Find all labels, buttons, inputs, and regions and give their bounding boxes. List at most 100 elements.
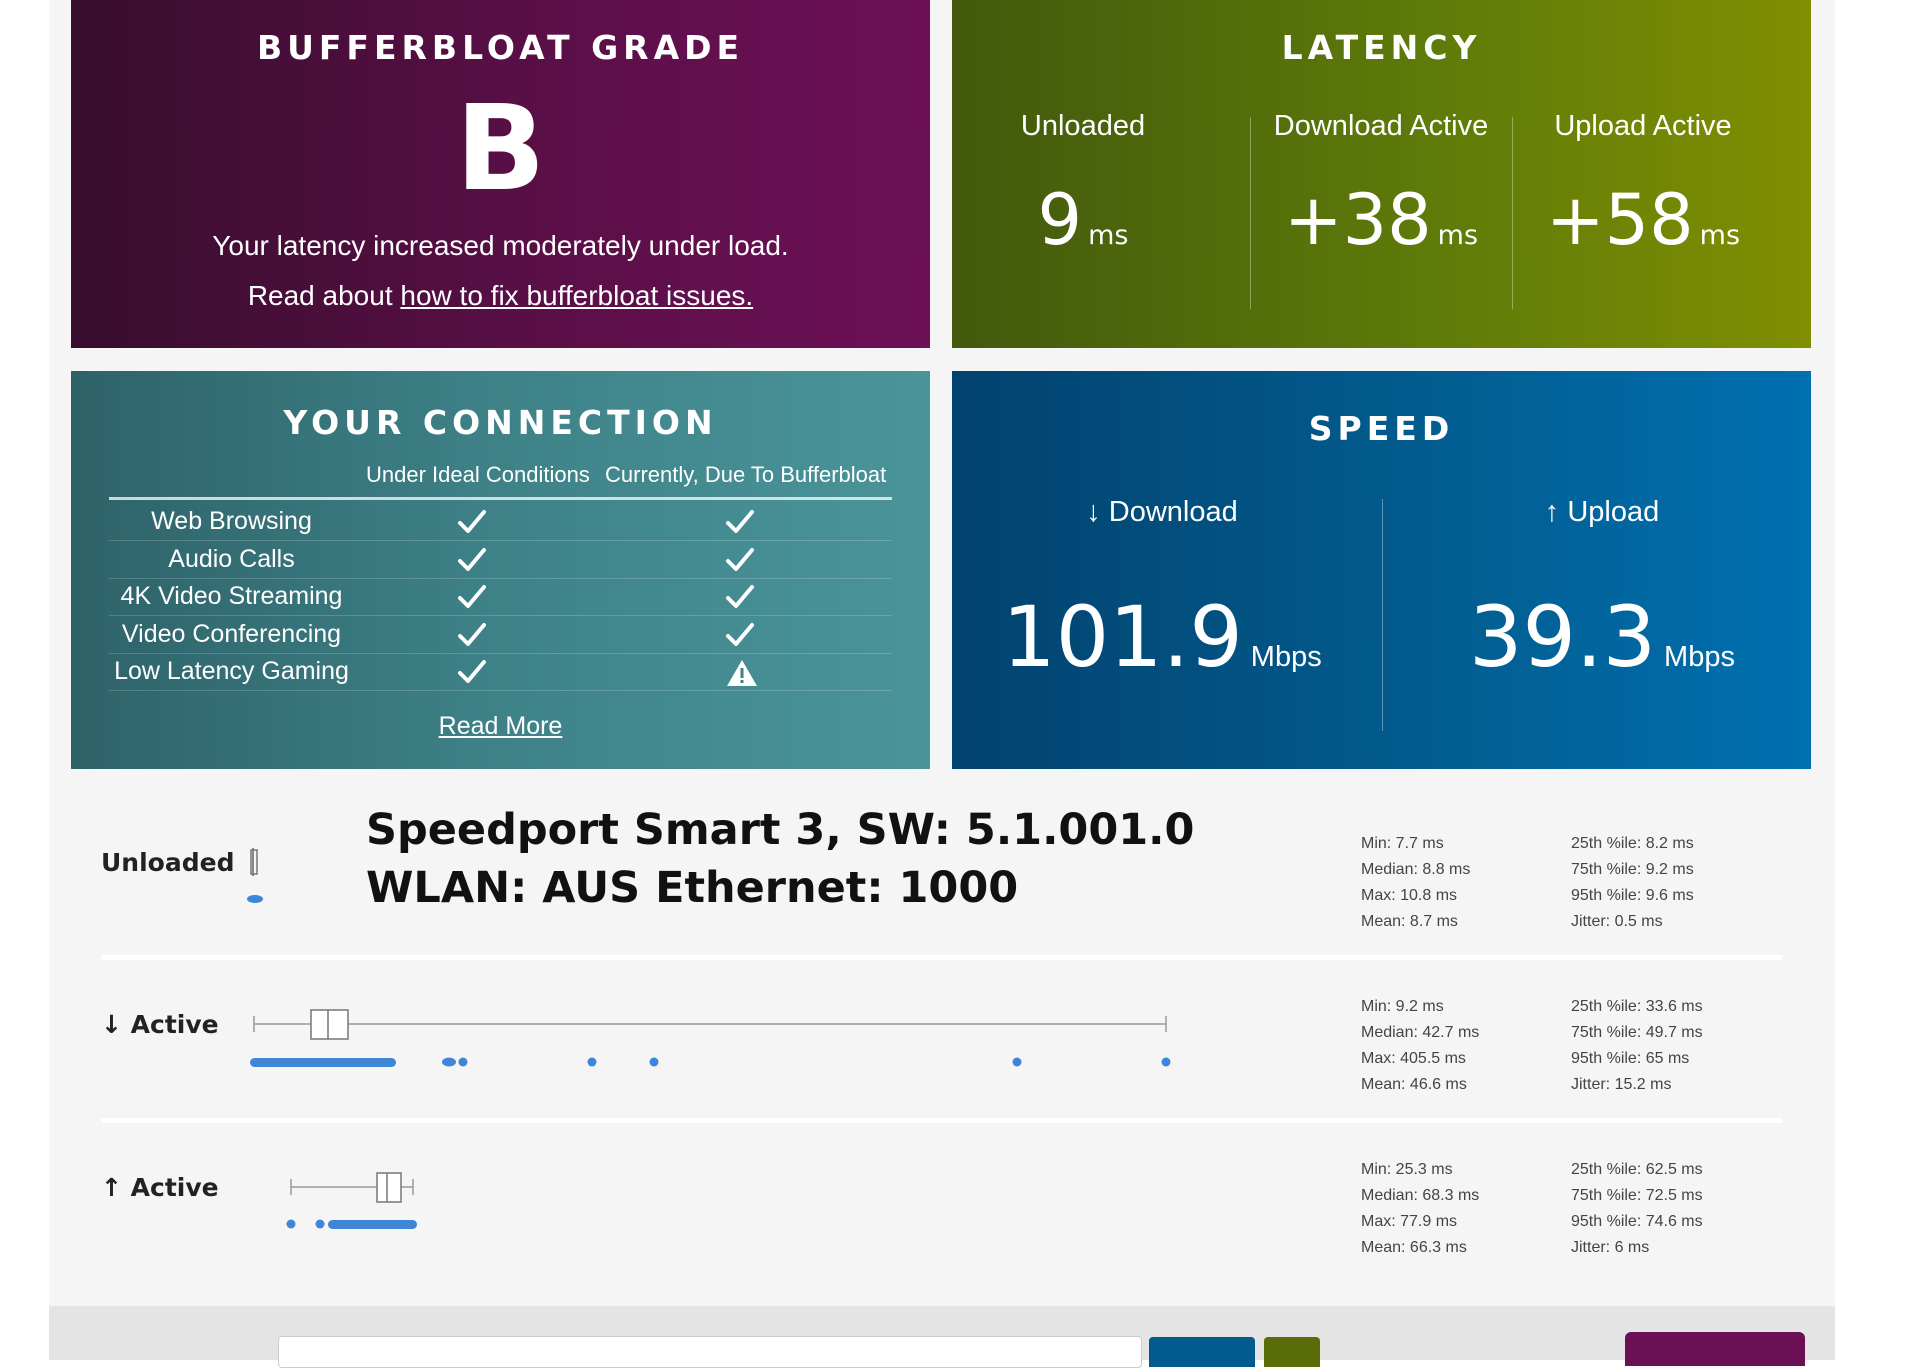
download-dot: [587, 1057, 597, 1067]
download-dot: [442, 1057, 456, 1067]
grade-summary: Your latency increased moderately under …: [212, 230, 789, 261]
grade-title: BUFFERBLOAT GRADE: [256, 28, 745, 67]
fix-bufferbloat-link[interactable]: how to fix bufferbloat issues.: [400, 280, 754, 311]
connection-row: 4K Video Streaming: [109, 578, 892, 616]
checkmark-icon: [457, 508, 487, 536]
connection-row: Low Latency Gaming: [109, 653, 892, 691]
speed-card: SPEED ↓ Download 101.9 Mbps ↑ Upload 39.3…: [952, 371, 1811, 769]
share-url-input[interactable]: [278, 1336, 1142, 1368]
speed-title: SPEED: [1308, 409, 1455, 448]
latency-title: LATENCY: [1281, 28, 1482, 67]
download-button[interactable]: [1264, 1337, 1320, 1367]
stat-value: Jitter: 15.2 ms: [1571, 1076, 1672, 1093]
grade-letter: B: [455, 79, 546, 217]
connection-row-name: 4K Video Streaming: [120, 582, 343, 610]
stat-value: Min: 7.7 ms: [1361, 835, 1444, 852]
stat-value: 25th %ile: 62.5 ms: [1571, 1161, 1703, 1178]
download-dot: [1012, 1057, 1022, 1067]
latency-upload-active: Upload Active +58 ms: [1512, 110, 1774, 273]
unloaded-boxplot: [247, 848, 263, 903]
upload-active-row-label: ↑ Active: [101, 1173, 219, 1202]
bufferbloat-grade-card: BUFFERBLOAT GRADE B Your latency increas…: [71, 0, 930, 348]
read-about-prefix: Read about: [247, 280, 401, 311]
connection-row: Web Browsing: [109, 503, 892, 541]
speed-divider: [1382, 499, 1383, 731]
download-active-row-label: ↓ Active: [101, 1010, 219, 1039]
col-current-header: Currently, Due To Bufferbloat: [605, 462, 887, 487]
router-note-line2: WLAN: AUS Ethernet: 1000: [366, 863, 1019, 913]
upload-speed-value: 39.3 Mbps: [1469, 588, 1735, 686]
grade-read-about: Read about how to fix bufferbloat issues…: [71, 280, 930, 312]
stat-value: Median: 42.7 ms: [1361, 1024, 1480, 1041]
latency-card: LATENCY Unloaded 9 ms Download Active +38…: [952, 0, 1811, 348]
stat-value: 25th %ile: 33.6 ms: [1571, 998, 1703, 1015]
upload-label: ↑ Upload: [1544, 496, 1660, 528]
col-ideal-header: Under Ideal Conditions: [366, 462, 590, 487]
connection-row: Audio Calls: [109, 541, 892, 579]
stat-value: Max: 77.9 ms: [1361, 1213, 1458, 1230]
stat-value: 25th %ile: 8.2 ms: [1571, 835, 1694, 852]
latency-unloaded: Unloaded 9 ms: [952, 110, 1214, 273]
download-speed: ↓ Download: [952, 496, 1372, 529]
connection-row-name: Low Latency Gaming: [114, 657, 349, 685]
stat-value: Mean: 8.7 ms: [1361, 913, 1458, 930]
upload-speed: ↑ Upload: [1392, 496, 1812, 529]
checkmark-icon: [457, 546, 487, 574]
checkmark-icon: [725, 546, 755, 574]
stat-value: Mean: 46.6 ms: [1361, 1076, 1467, 1093]
stats-left-column: Min: 7.7 ms Median: 8.8 ms Max: 10.8 ms Mea…: [1361, 831, 1470, 935]
stat-value: Jitter: 6 ms: [1571, 1239, 1650, 1256]
stat-value: 75th %ile: 49.7 ms: [1571, 1024, 1703, 1041]
latency-divider: [1512, 117, 1513, 309]
upload-active-boxplot: [286, 1172, 417, 1229]
read-more-link[interactable]: Read More: [438, 712, 563, 740]
download-speed-value: 101.9 Mbps: [1002, 588, 1322, 686]
warning-icon: [725, 658, 757, 686]
stat-value: 95th %ile: 74.6 ms: [1571, 1213, 1703, 1230]
download-dots-cluster: [250, 1058, 396, 1067]
stat-value: 75th %ile: 72.5 ms: [1571, 1187, 1703, 1204]
download-dot: [649, 1057, 659, 1067]
stat-value: Jitter: 0.5 ms: [1571, 913, 1663, 930]
latency-unloaded-value: 9 ms: [1037, 179, 1129, 261]
connection-row: Video Conferencing: [109, 616, 892, 654]
stat-value: 75th %ile: 9.2 ms: [1571, 861, 1694, 878]
download-dot: [458, 1057, 468, 1067]
connection-row-name: Audio Calls: [168, 544, 295, 573]
test-again-button[interactable]: [1625, 1332, 1805, 1366]
latency-upload-value: +58 ms: [1545, 179, 1741, 261]
stat-value: Max: 10.8 ms: [1361, 887, 1458, 904]
your-connection-card: YOUR CONNECTION: [71, 371, 930, 769]
latency-upload-label: Upload Active: [1554, 110, 1732, 142]
copy-button[interactable]: [1149, 1337, 1255, 1367]
upload-dot: [315, 1219, 325, 1229]
upload-dot: [286, 1219, 296, 1229]
stats-right-column: 25th %ile: 62.5 ms 75th %ile: 72.5 ms 95th…: [1571, 1157, 1703, 1261]
row-separator: [101, 955, 1782, 960]
checkmark-icon: [457, 658, 487, 686]
unloaded-dots: [247, 895, 263, 903]
unloaded-row-label: Unloaded: [101, 848, 235, 877]
stat-value: Mean: 66.3 ms: [1361, 1239, 1467, 1256]
download-active-boxplot: [250, 1009, 1171, 1067]
latency-divider: [1250, 117, 1251, 309]
connection-row-name: Web Browsing: [151, 507, 312, 535]
router-note-line1: Speedport Smart 3, SW: 5.1.001.0: [366, 805, 1195, 855]
stats-right-column: 25th %ile: 8.2 ms 75th %ile: 9.2 ms 95th %…: [1571, 831, 1694, 935]
stat-value: 95th %ile: 9.6 ms: [1571, 887, 1694, 904]
checkmark-icon: [725, 583, 755, 611]
checkmark-icon: [457, 621, 487, 649]
stat-value: 95th %ile: 65 ms: [1571, 1050, 1690, 1067]
connection-header-divider: [109, 497, 892, 500]
stat-value: Median: 8.8 ms: [1361, 861, 1471, 878]
latency-download-active: Download Active +38 ms: [1250, 110, 1512, 273]
latency-unloaded-label: Unloaded: [1020, 110, 1146, 142]
connection-row-name: Video Conferencing: [121, 619, 342, 648]
latency-download-label: Download Active: [1273, 110, 1489, 142]
stats-left-column: Min: 9.2 ms Median: 42.7 ms Max: 405.5 ms M…: [1361, 994, 1479, 1098]
upload-dots-cluster: [328, 1220, 417, 1229]
download-dot: [1161, 1057, 1171, 1067]
connection-title: YOUR CONNECTION: [283, 403, 718, 442]
checkmark-icon: [725, 621, 755, 649]
